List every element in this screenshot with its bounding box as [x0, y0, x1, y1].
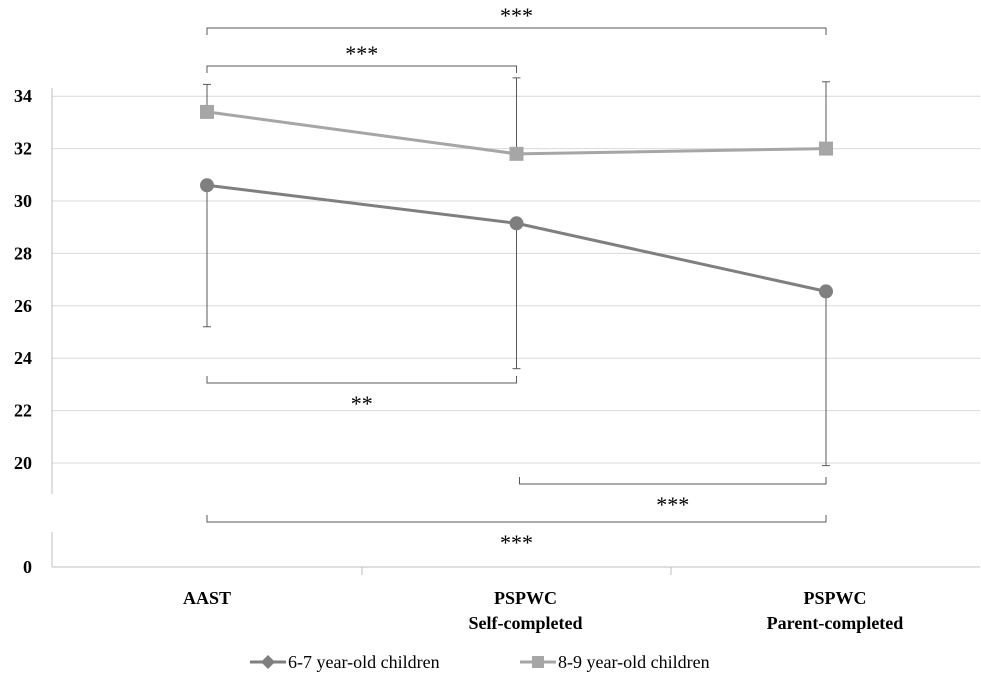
data-point-circle — [509, 216, 524, 231]
significance-label: *** — [500, 3, 533, 28]
legend-marker-diamond — [261, 655, 275, 669]
significance-bracket — [519, 477, 827, 485]
series-markers — [200, 104, 833, 299]
significance-bracket — [206, 27, 827, 35]
significance-label: ** — [351, 391, 373, 416]
data-point-square — [819, 141, 833, 156]
y-tick-label: 28 — [14, 243, 32, 263]
axes — [51, 88, 672, 575]
x-category-label: Parent-completed — [767, 613, 904, 633]
y-tick-label: 20 — [14, 453, 32, 473]
significance-bracket — [206, 515, 827, 523]
error-bars — [203, 77, 830, 467]
y-tick-label: 32 — [14, 139, 32, 159]
x-category-labels: AAST PSPWC Self-completed PSPWC Parent-compl… — [183, 588, 903, 633]
significance-bracket — [206, 376, 517, 384]
y-tick-label: 30 — [14, 191, 32, 211]
significance-label: *** — [656, 492, 689, 517]
significance-label: *** — [345, 41, 378, 66]
x-category-label: PSPWC — [494, 588, 557, 608]
legend-marker-square — [532, 656, 544, 668]
data-point-square — [509, 146, 524, 161]
x-category-label: PSPWC — [804, 588, 867, 608]
y-tick-label: 24 — [14, 348, 32, 368]
legend-label: 6-7 year-old children — [288, 652, 440, 672]
y-tick-label: 0 — [23, 557, 32, 577]
significance-brackets: ************** — [206, 3, 827, 555]
x-category-label: Self-completed — [469, 613, 583, 633]
significance-bracket — [206, 65, 517, 73]
significance-label: *** — [500, 530, 533, 555]
y-tick-label: 22 — [14, 401, 32, 421]
x-category-label: AAST — [183, 588, 231, 608]
y-tick-label: 34 — [14, 86, 32, 106]
data-point-circle — [200, 178, 214, 193]
data-point-square — [200, 104, 214, 119]
data-point-circle — [819, 284, 833, 299]
y-tick-labels: 0 20 22 24 26 28 30 32 34 — [14, 86, 32, 577]
legend: 6-7 year-old children 8-9 year-old childr… — [250, 652, 710, 672]
legend-label: 8-9 year-old children — [558, 652, 710, 672]
y-tick-label: 26 — [14, 296, 32, 316]
